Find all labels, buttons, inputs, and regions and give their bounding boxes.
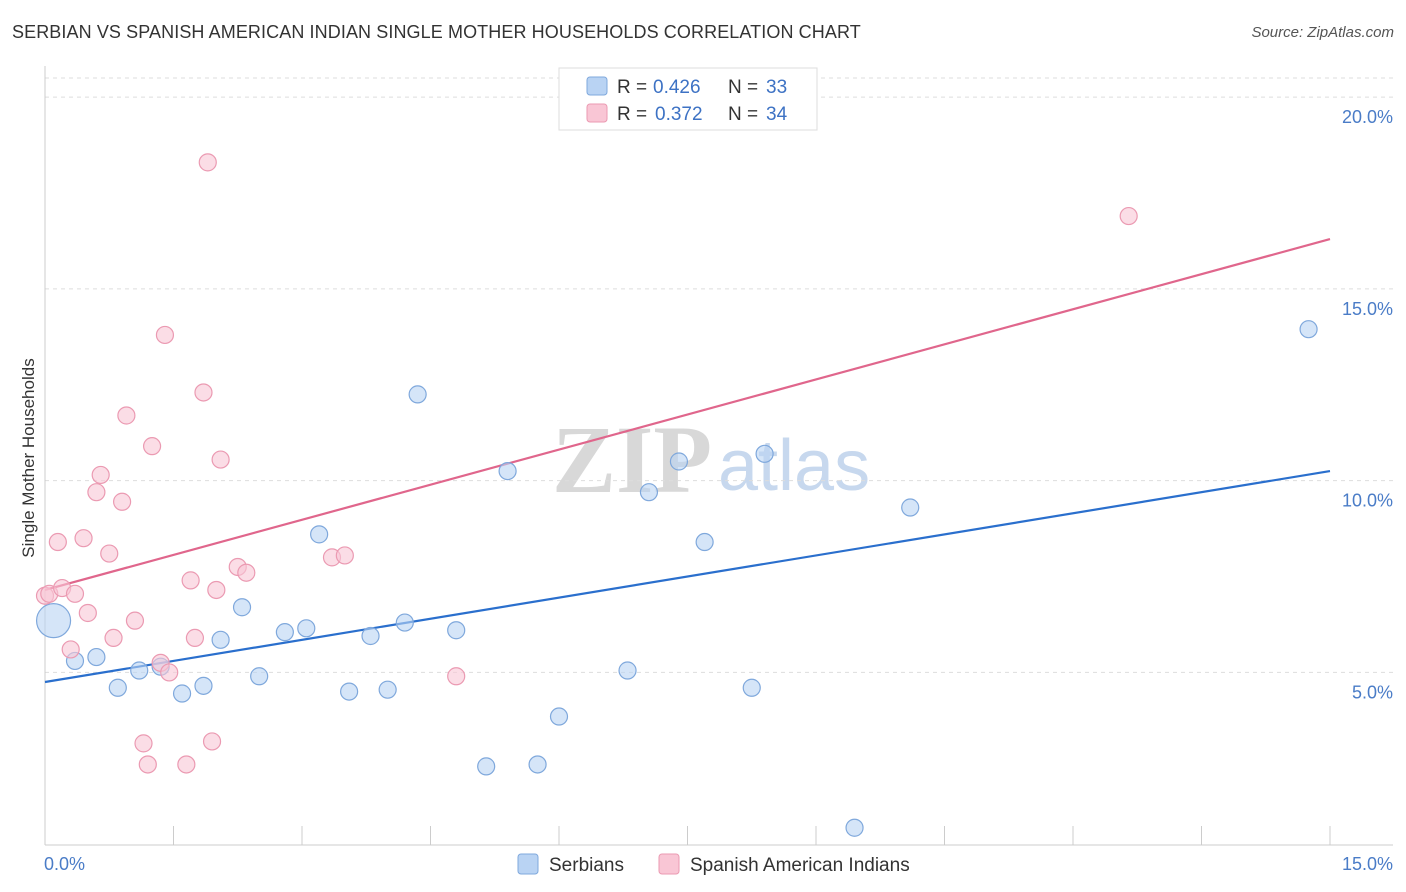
y-tick-label: 10.0% xyxy=(1342,491,1393,511)
point-spanish xyxy=(125,611,145,630)
point-serbians xyxy=(528,755,547,774)
point-serbians xyxy=(378,680,397,699)
watermark-atlas: atlas xyxy=(718,426,870,506)
point-spanish xyxy=(78,603,97,623)
chart-source: Source: ZipAtlas.com xyxy=(1251,24,1394,41)
point-serbians xyxy=(232,598,252,617)
y-axis-label: Single Mother Households xyxy=(19,358,38,557)
point-serbians xyxy=(194,676,213,695)
axes xyxy=(44,66,1393,846)
x-tick-label-min: 0.0% xyxy=(44,854,85,874)
point-spanish xyxy=(61,640,80,659)
point-serbians xyxy=(340,682,359,701)
x-tick-label-max: 15.0% xyxy=(1342,854,1393,874)
point-serbians xyxy=(549,707,569,726)
point-serbians xyxy=(695,532,714,552)
point-serbians xyxy=(172,684,192,703)
legend-r-label-serbians: R = xyxy=(617,77,647,98)
data-points xyxy=(35,153,1318,837)
point-spanish xyxy=(207,580,226,600)
point-spanish xyxy=(87,483,106,502)
chart-title: SERBIAN VS SPANISH AMERICAN INDIAN SINGL… xyxy=(12,22,861,42)
legend-swatch-serbians xyxy=(586,76,608,96)
point-serbians xyxy=(639,483,659,502)
point-spanish xyxy=(198,153,217,172)
point-serbians xyxy=(310,525,329,544)
point-serbians xyxy=(35,603,72,639)
point-serbians xyxy=(901,498,920,517)
point-serbians xyxy=(498,461,517,481)
point-spanish xyxy=(48,532,67,552)
point-spanish xyxy=(112,492,132,511)
legend-n-label-serbians: N = xyxy=(728,77,758,98)
point-spanish xyxy=(65,584,85,603)
legend-n-value-spanish: 34 xyxy=(766,104,788,125)
y-tick-label: 5.0% xyxy=(1352,682,1393,702)
point-spanish xyxy=(447,667,466,686)
point-serbians xyxy=(87,647,106,667)
series-legend-swatch-serbians xyxy=(517,853,539,875)
point-serbians xyxy=(447,621,466,640)
point-serbians xyxy=(1299,320,1318,339)
point-spanish xyxy=(100,544,119,563)
stats-legend: R = 0.426 N = 33 R = 0.372 N = 34 xyxy=(558,67,818,131)
point-serbians xyxy=(250,667,269,686)
point-spanish xyxy=(160,663,179,682)
point-serbians xyxy=(361,626,380,646)
y-tick-label: 15.0% xyxy=(1342,299,1393,319)
legend-swatch-spanish xyxy=(586,103,608,123)
series-legend-swatch-spanish xyxy=(658,853,680,875)
watermark: ZIP atlas xyxy=(552,406,870,513)
legend-n-label-spanish: N = xyxy=(728,104,758,125)
trend-line-spanish xyxy=(44,238,1331,592)
point-spanish xyxy=(134,734,153,753)
point-spanish xyxy=(104,628,123,648)
point-serbians xyxy=(130,661,149,680)
point-spanish xyxy=(74,529,93,548)
point-spanish xyxy=(335,546,354,565)
legend-r-value-serbians: 0.426 xyxy=(653,77,701,98)
point-spanish xyxy=(211,450,230,469)
point-serbians xyxy=(297,619,316,638)
point-spanish xyxy=(142,437,162,456)
point-spanish xyxy=(155,325,175,345)
y-tick-labels: 5.0% 10.0% 15.0% 20.0% xyxy=(1342,107,1393,702)
series-legend: Serbians Spanish American Indians xyxy=(517,853,910,876)
grid-lines xyxy=(45,77,1393,673)
point-spanish xyxy=(138,755,157,774)
point-serbians xyxy=(275,623,294,642)
y-tick-label: 20.0% xyxy=(1342,107,1393,127)
point-serbians xyxy=(408,385,427,404)
point-serbians xyxy=(669,452,689,471)
point-spanish xyxy=(194,383,213,402)
point-spanish xyxy=(117,406,136,425)
point-spanish xyxy=(1119,206,1138,226)
point-spanish xyxy=(91,465,110,485)
point-serbians xyxy=(108,678,127,697)
legend-n-value-serbians: 33 xyxy=(766,77,787,98)
point-spanish xyxy=(177,755,196,774)
series-legend-label-spanish: Spanish American Indians xyxy=(690,855,910,876)
point-spanish xyxy=(237,563,256,582)
trend-lines xyxy=(44,238,1331,684)
point-spanish xyxy=(185,628,205,648)
series-legend-label-serbians: Serbians xyxy=(549,855,624,876)
watermark-zip: ZIP xyxy=(552,406,712,513)
point-serbians xyxy=(845,818,864,837)
point-serbians xyxy=(211,630,230,649)
point-spanish xyxy=(181,571,200,590)
point-serbians xyxy=(755,444,774,463)
point-serbians xyxy=(618,661,637,680)
trend-line-serbians xyxy=(44,470,1331,684)
point-spanish xyxy=(202,732,222,751)
point-serbians xyxy=(395,613,414,632)
point-serbians xyxy=(742,678,761,697)
point-serbians xyxy=(477,757,496,776)
legend-r-label-spanish: R = xyxy=(617,104,647,125)
legend-r-value-spanish: 0.372 xyxy=(655,104,703,125)
